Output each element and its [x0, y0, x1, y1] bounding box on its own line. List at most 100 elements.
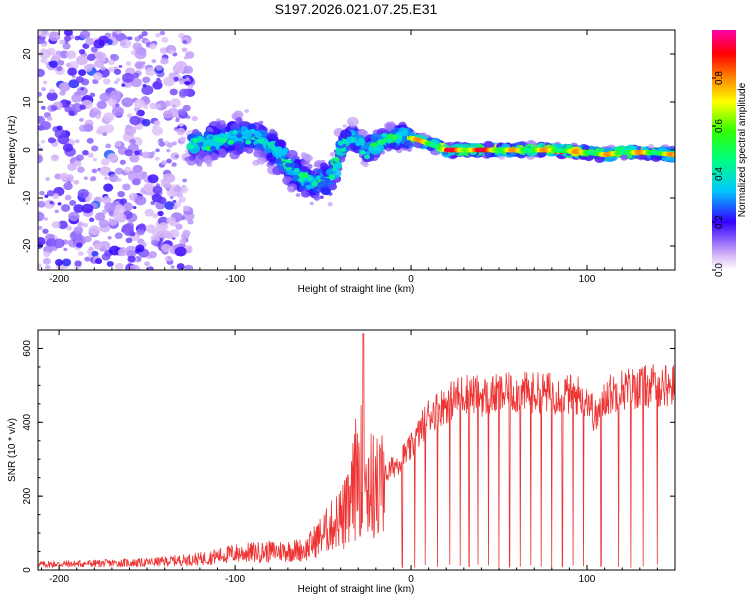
heatmap-cell	[256, 157, 266, 165]
heatmap-cell	[129, 138, 136, 145]
colorbar-label: Normalized spectral amplitude	[737, 82, 748, 217]
heatmap-cell	[172, 199, 177, 204]
heatmap-cell	[155, 32, 161, 38]
x-tick-label: 0	[408, 574, 414, 585]
colorbar-tick-label: 0.0	[714, 263, 725, 277]
heatmap-cell	[147, 174, 159, 184]
heatmap-cell	[83, 123, 94, 132]
heatmap-cell	[55, 50, 61, 55]
heatmap-cell	[114, 263, 124, 270]
heatmap-cell	[106, 260, 114, 267]
heatmap-cell	[77, 188, 89, 199]
heatmap-ridge-cell	[386, 138, 393, 144]
x-tick-label: 100	[579, 274, 596, 285]
heatmap-ridge-cell	[254, 130, 261, 136]
heatmap-cell	[44, 265, 51, 270]
heatmap-cell	[44, 61, 49, 66]
heatmap-cell	[245, 147, 254, 154]
x-tick-label: 0	[408, 274, 414, 285]
heatmap-ridge-cell	[271, 146, 278, 152]
heatmap-cell	[96, 100, 107, 110]
heatmap-cell	[194, 160, 200, 165]
heatmap-cell	[340, 129, 352, 139]
heatmap-cell	[77, 251, 84, 257]
heatmap-cell	[75, 154, 84, 161]
heatmap-cell	[52, 138, 57, 143]
heatmap-cell	[104, 43, 109, 47]
heatmap-cell	[71, 93, 82, 103]
heatmap-cell	[244, 109, 250, 114]
heatmap-cell	[60, 204, 71, 212]
heatmap-cell	[38, 115, 46, 125]
heatmap-cell	[104, 202, 116, 213]
x-tick-label: -200	[49, 574, 69, 585]
heatmap-cell	[179, 136, 187, 143]
heatmap-cell	[38, 91, 43, 97]
heatmap-cell	[39, 49, 51, 59]
heatmap-cell	[332, 167, 337, 172]
heatmap-ridge-cell	[311, 181, 318, 187]
heatmap-cell	[42, 257, 52, 265]
heatmap-cell	[107, 98, 117, 107]
heatmap-cell	[135, 61, 144, 69]
heatmap-cell	[169, 88, 178, 96]
heatmap-cell	[38, 143, 41, 147]
heatmap-cell	[111, 106, 124, 117]
heatmap-cell	[157, 196, 167, 205]
heatmap-cell	[182, 178, 188, 183]
y-tick-label: -20	[22, 238, 33, 253]
heatmap-cell	[219, 119, 226, 125]
heatmap-cell	[143, 105, 149, 109]
chart-title: S197.2026.021.07.25.E31	[275, 1, 438, 17]
heatmap-cell	[183, 89, 190, 95]
heatmap-ridge-cell	[298, 172, 305, 178]
colorbar: 0.0 0.2 0.4 0.6 0.8 Normalized spectral ampl…	[712, 30, 748, 277]
heatmap-cell	[79, 30, 91, 40]
heatmap-cell	[88, 217, 95, 222]
heatmap-cell	[73, 204, 84, 213]
heatmap-cell	[97, 125, 106, 133]
heatmap-cell	[85, 197, 91, 203]
heatmap-cell	[208, 135, 214, 140]
heatmap-ridge-cell	[245, 139, 252, 145]
heatmap-cell	[152, 125, 157, 129]
heatmap-cell	[79, 117, 84, 122]
heatmap-cell	[179, 238, 187, 245]
heatmap-ridge-cell	[218, 132, 225, 138]
heatmap-cell	[620, 154, 628, 161]
heatmap-cell	[51, 221, 61, 229]
heatmap-cell	[94, 59, 105, 68]
heatmap-cell	[69, 199, 77, 206]
heatmap-cell	[328, 183, 338, 191]
x-tick-label: -100	[225, 574, 245, 585]
heatmap-cell	[41, 48, 46, 52]
heatmap-cell	[57, 202, 62, 206]
heatmap-cell	[150, 239, 159, 246]
heatmap-cell	[121, 97, 134, 108]
heatmap-cell	[63, 30, 73, 37]
heatmap-cell	[73, 226, 84, 235]
heatmap-cell	[155, 64, 163, 71]
heatmap-cell	[57, 134, 70, 145]
heatmap-cell	[150, 235, 155, 240]
heatmap-cell	[98, 219, 110, 228]
heatmap-cell	[158, 222, 169, 231]
heatmap-cell	[38, 68, 45, 78]
heatmap-cell	[141, 31, 148, 37]
heatmap-cell	[103, 124, 115, 134]
heatmap-cell	[274, 157, 282, 164]
heatmap-cell	[73, 179, 80, 185]
heatmap-cell	[171, 162, 177, 167]
heatmap-cell	[141, 85, 154, 96]
heatmap-cell	[59, 90, 66, 96]
heatmap-cell	[240, 130, 252, 140]
heatmap-cell	[56, 125, 63, 131]
heatmap-cell	[41, 87, 46, 92]
heatmap-ridge-cell	[320, 175, 327, 181]
heatmap-cell	[124, 125, 137, 136]
heatmap-ridge-cell	[390, 129, 397, 135]
heatmap-cell	[121, 228, 127, 233]
x-tick-label: -200	[49, 274, 69, 285]
heatmap-ridge-cell	[333, 156, 340, 162]
heatmap-ridge-cell	[289, 162, 296, 168]
